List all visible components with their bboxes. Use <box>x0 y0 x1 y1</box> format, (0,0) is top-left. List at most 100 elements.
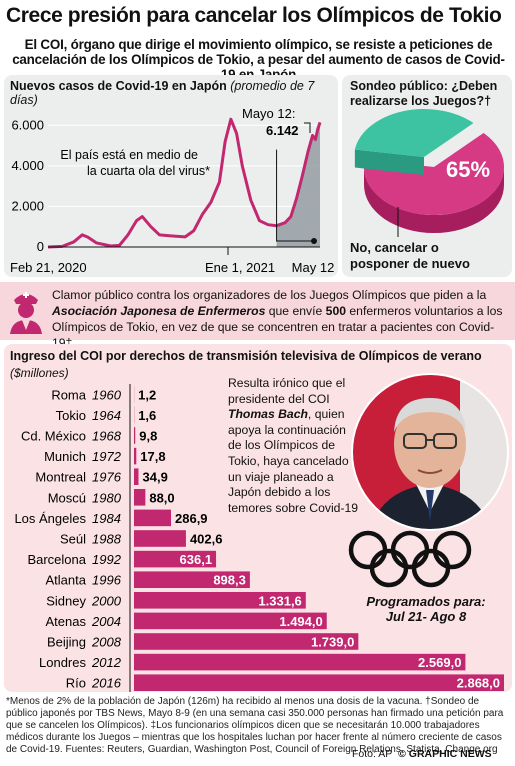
covid-series-line <box>47 117 322 249</box>
bar-value-label: 9,8 <box>139 429 157 444</box>
bar-year-label: 1968 <box>92 429 122 444</box>
ioc-unit: ($millones) <box>10 366 69 380</box>
bar-category-label: Barcelona <box>27 552 86 567</box>
covid-panel: Nuevos casos de Covid-19 en Japón (prome… <box>4 75 338 277</box>
bar <box>134 571 250 588</box>
poll-title: Sondeo público: ¿Deben realizarse los Ju… <box>350 79 498 108</box>
covid-xtick-label: Ene 1, 2021 <box>205 260 275 275</box>
poll-percent-label: 65% <box>446 157 490 182</box>
poll-slice-no <box>364 133 504 215</box>
covid-ytick-label: 0 <box>37 239 44 254</box>
ioc-panel: Ingreso del COI por derechos de transmis… <box>4 344 512 692</box>
covid-ytick-label: 6.000 <box>11 117 44 132</box>
bar-category-label: Beijing <box>47 635 86 650</box>
covid-area-fill <box>276 122 320 247</box>
poll-slice-yes <box>354 109 474 157</box>
nurses-count: 500 <box>325 304 347 318</box>
nurses-band: Clamor público contra los organizadores … <box>0 282 515 350</box>
bar-category-label: Atenas <box>46 614 87 629</box>
footer-credit: Foto: AP © GRAPHIC NEWS <box>352 748 492 760</box>
bar-year-label: 1988 <box>92 532 122 547</box>
covid-ytick-label: 2.000 <box>11 198 44 213</box>
bar-category-label: Río <box>66 676 86 691</box>
bar <box>134 653 466 671</box>
bar-value-label: 286,9 <box>175 511 208 526</box>
bar-category-label: Munich <box>44 449 86 464</box>
bar-category-label: Moscú <box>48 490 86 505</box>
bar-value-label: 2.868,0 <box>457 676 500 691</box>
covid-annotation-text: El país está en medio de <box>60 148 198 162</box>
covid-xtick-label: May 12 <box>292 260 335 275</box>
bar-year-label: 2012 <box>91 655 122 670</box>
bar <box>134 592 306 609</box>
covid-chart-title: Nuevos casos de Covid-19 en Japón (prome… <box>10 79 315 107</box>
bar-year-label: 2000 <box>91 593 122 608</box>
bar <box>134 612 327 630</box>
bar-category-label: Tokio <box>56 408 86 423</box>
nurses-text: Clamor público contra los organizadores … <box>52 288 503 350</box>
bar-value-label: 88,0 <box>149 490 174 505</box>
covid-xtick-label: Feb 21, 2020 <box>10 260 87 275</box>
covid-peak-leader <box>304 122 311 133</box>
olympic-rings-icon <box>348 530 472 588</box>
covid-annotation-dot <box>311 238 317 244</box>
nurse-icon <box>10 292 42 334</box>
covid-peak-value: 6.142 <box>266 123 299 138</box>
covid-chart: 0 2.000 4.000 6.000 Feb 21, 2020 Ene 1, 2021 M… <box>10 106 335 275</box>
bar-value-label: 1.494,0 <box>279 614 322 629</box>
bar-year-label: 1960 <box>92 387 122 402</box>
covid-ytick-label: 4.000 <box>11 158 44 173</box>
bar-year-label: 1992 <box>92 552 122 567</box>
bar-category-label: Seúl <box>60 532 86 547</box>
bar-value-label: 1,6 <box>138 408 156 423</box>
covid-peak-label: Mayo 12: <box>242 106 295 121</box>
poll-slice-no-side <box>364 167 504 233</box>
bar <box>134 427 136 444</box>
bar-category-label: Los Ángeles <box>14 511 86 526</box>
bar <box>134 447 137 465</box>
bar <box>134 489 146 506</box>
bar-year-label: 1996 <box>92 573 122 588</box>
covid-annotation-text: la cuarta ola del virus* <box>87 164 210 178</box>
bar-value-label: 17,8 <box>140 449 165 464</box>
bar-year-label: 1984 <box>92 511 121 526</box>
bar <box>134 509 172 527</box>
bar-year-label: 2016 <box>91 676 122 691</box>
footer-notes: *Menos de 2% de la población de Japón (1… <box>6 696 504 755</box>
nurses-org: Asociación Japonesa de Enfermeros <box>52 304 266 318</box>
scheduled-dates: Programados para: Jul 21- Ago 8 <box>366 594 486 624</box>
poll-caption: No, cancelar o posponer de nuevo <box>350 240 470 271</box>
bar-category-label: Londres <box>39 655 86 670</box>
bar-value-label: 636,1 <box>180 552 213 567</box>
bar-value-label: 1,2 <box>138 387 156 402</box>
bar-category-label: Roma <box>51 387 86 402</box>
bar <box>134 530 186 547</box>
bar-value-label: 34,9 <box>143 470 168 485</box>
bar-year-label: 1964 <box>92 408 121 423</box>
poll-slice-yes-side <box>354 149 424 175</box>
bar <box>134 633 359 650</box>
ioc-bar-chart: Roma 1960 1,2 Tokio 1964 1,6 Cd. México 1968 9,8… <box>14 384 504 692</box>
bar-year-label: 2004 <box>91 614 121 629</box>
bar-category-label: Atlanta <box>46 573 87 588</box>
bar-year-label: 1972 <box>92 449 122 464</box>
bar-category-label: Cd. México <box>21 429 86 444</box>
bar-value-label: 1.739,0 <box>311 635 354 650</box>
bar-value-label: 2.569,0 <box>418 655 461 670</box>
bar-value-label: 402,6 <box>190 532 223 547</box>
bach-photo <box>351 373 509 531</box>
bar-year-label: 1976 <box>92 470 122 485</box>
bach-name: Thomas Bach <box>228 407 308 422</box>
bar <box>134 674 504 691</box>
bar-value-label: 1.331,6 <box>258 593 301 608</box>
page-title: Crece presión para cancelar los Olímpico… <box>6 4 502 27</box>
poll-chart: 65% <box>354 109 504 237</box>
bar <box>134 468 139 485</box>
covid-annotation-bracket <box>276 149 314 242</box>
bar-category-label: Montreal <box>35 470 86 485</box>
bar-year-label: 1980 <box>92 490 122 505</box>
bach-quote: Resulta irónico que el presidente del CO… <box>228 376 359 515</box>
bar-category-label: Sidney <box>46 593 86 608</box>
poll-panel: Sondeo público: ¿Deben realizarse los Ju… <box>342 75 512 277</box>
bar <box>134 550 217 568</box>
